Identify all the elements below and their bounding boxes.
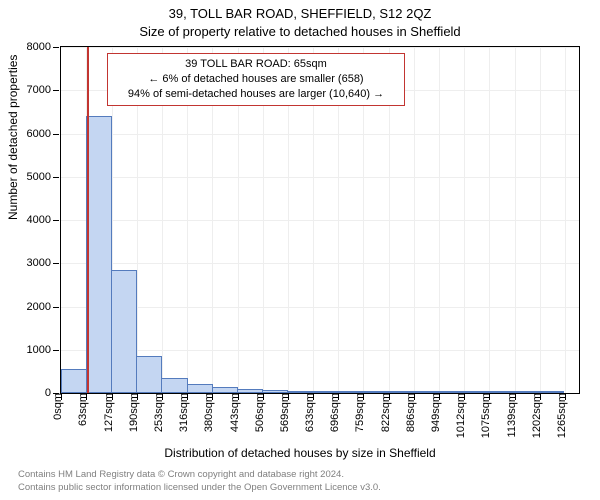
annotation-line: ← 6% of detached houses are smaller (658… <box>114 72 398 87</box>
x-tick-label: 127sqm <box>103 393 115 432</box>
x-tick-label: 822sqm <box>380 393 392 432</box>
y-tick-label: 2000 <box>11 301 51 313</box>
histogram-bar <box>488 391 514 393</box>
x-tick-label: 506sqm <box>254 393 266 432</box>
histogram-bar <box>61 369 87 393</box>
histogram-bar <box>463 391 489 393</box>
x-axis-label: Distribution of detached houses by size … <box>0 446 600 460</box>
x-tick-label: 759sqm <box>354 393 366 432</box>
y-tick-label: 8000 <box>11 41 51 53</box>
x-tick-label: 316sqm <box>178 393 190 432</box>
y-tick-label: 3000 <box>11 257 51 269</box>
footer-line: Contains HM Land Registry data © Crown c… <box>18 469 381 481</box>
histogram-bar <box>538 391 564 393</box>
y-tick <box>53 263 59 264</box>
footer-line: Contains public sector information licen… <box>18 482 381 494</box>
x-tick-label: 443sqm <box>229 393 241 432</box>
histogram-bar <box>387 391 413 393</box>
y-tick <box>53 177 59 178</box>
y-tick-label: 0 <box>11 387 51 399</box>
x-tick-label: 190sqm <box>128 393 140 432</box>
y-tick <box>53 47 59 48</box>
x-tick-label: 380sqm <box>203 393 215 432</box>
y-tick-label: 1000 <box>11 344 51 356</box>
annotation-line: 39 TOLL BAR ROAD: 65sqm <box>114 57 398 72</box>
chart-root: 39, TOLL BAR ROAD, SHEFFIELD, S12 2QZ Si… <box>0 0 600 500</box>
x-tick-label: 1012sqm <box>455 393 467 438</box>
y-tick <box>53 307 59 308</box>
annotation-line: 94% of semi-detached houses are larger (… <box>114 87 398 102</box>
x-tick-label: 1202sqm <box>531 393 543 438</box>
x-tick-label: 569sqm <box>279 393 291 432</box>
chart-title-line2: Size of property relative to detached ho… <box>0 24 600 39</box>
plot-area: 39 TOLL BAR ROAD: 65sqm ← 6% of detached… <box>60 46 580 394</box>
x-tick-label: 1265sqm <box>556 393 568 438</box>
histogram-bar <box>161 378 187 393</box>
histogram-bar <box>312 391 338 393</box>
histogram-bar <box>237 389 263 393</box>
histogram-bar <box>111 270 137 393</box>
x-tick-label: 949sqm <box>430 393 442 432</box>
x-tick-label: 0sqm <box>52 393 64 420</box>
histogram-bar <box>337 391 363 393</box>
histogram-bar <box>412 391 438 393</box>
histogram-bar <box>513 391 539 393</box>
y-tick <box>53 220 59 221</box>
y-tick-label: 5000 <box>11 171 51 183</box>
x-tick-label: 253sqm <box>153 393 165 432</box>
x-tick-label: 696sqm <box>329 393 341 432</box>
histogram-bar <box>287 391 313 393</box>
y-tick <box>53 350 59 351</box>
y-tick-label: 6000 <box>11 128 51 140</box>
footer-attribution: Contains HM Land Registry data © Crown c… <box>18 469 381 494</box>
histogram-bar <box>212 387 238 393</box>
annotation-box: 39 TOLL BAR ROAD: 65sqm ← 6% of detached… <box>107 53 405 106</box>
y-tick-label: 7000 <box>11 84 51 96</box>
x-tick-label: 886sqm <box>405 393 417 432</box>
histogram-bar <box>438 391 464 393</box>
histogram-bar <box>136 356 162 393</box>
histogram-bar <box>187 384 213 393</box>
histogram-bar <box>262 390 288 393</box>
histogram-bar <box>362 391 388 393</box>
chart-title-line1: 39, TOLL BAR ROAD, SHEFFIELD, S12 2QZ <box>0 6 600 21</box>
property-marker-line <box>87 47 89 393</box>
histogram-bar <box>86 116 112 393</box>
y-tick <box>53 90 59 91</box>
y-tick <box>53 134 59 135</box>
x-tick-label: 1075sqm <box>480 393 492 438</box>
x-tick-label: 63sqm <box>77 393 89 426</box>
x-tick-label: 633sqm <box>304 393 316 432</box>
y-tick-label: 4000 <box>11 214 51 226</box>
x-tick-label: 1139sqm <box>506 393 518 437</box>
